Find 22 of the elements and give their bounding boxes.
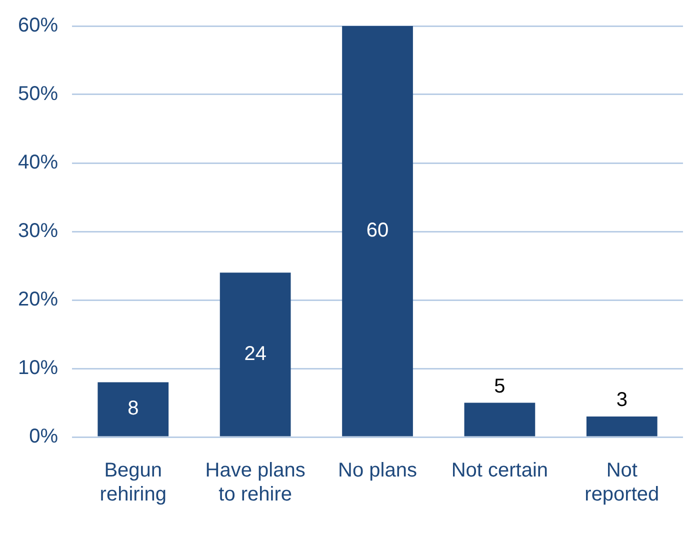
- bar: [220, 272, 291, 436]
- y-tick-label: 50%: [18, 83, 58, 106]
- y-tick-label: 0%: [29, 426, 58, 448]
- x-tick-label: Begun rehiring: [100, 460, 166, 506]
- y-tick-label: 40%: [18, 152, 58, 174]
- bar: [98, 382, 169, 436]
- bar: [342, 26, 413, 436]
- x-tick-label: Not certain: [451, 460, 548, 482]
- y-tick-label: 60%: [18, 14, 58, 37]
- data-label: 60: [366, 220, 389, 242]
- x-tick-label: Not reported: [584, 460, 660, 506]
- y-tick-label: 10%: [18, 357, 58, 380]
- x-tick-label: Have plans to rehire: [205, 460, 306, 506]
- y-tick-label: 30%: [18, 220, 58, 242]
- data-label: 24: [244, 342, 266, 365]
- y-tick-label: 20%: [18, 288, 58, 311]
- bar: [464, 402, 536, 436]
- data-label: 5: [494, 375, 506, 398]
- data-label: 8: [128, 398, 139, 420]
- data-label: 3: [616, 388, 628, 411]
- x-tick-label: No plans: [338, 460, 417, 482]
- bar: [586, 416, 658, 436]
